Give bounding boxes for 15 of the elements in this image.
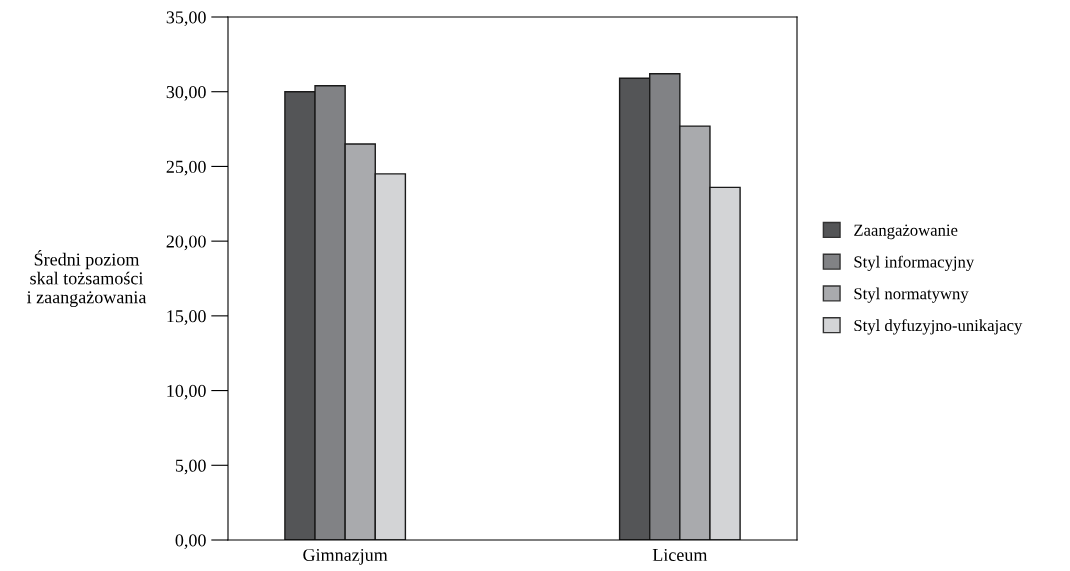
legend-label: Styl informacyjny — [854, 255, 975, 271]
legend-label: Styl dyfuzyjno-unikajacy — [854, 319, 1023, 335]
x-tick-label: Gimnazjum — [303, 548, 388, 565]
y-tick-label: 30,00 — [166, 85, 206, 101]
x-tick-label: Liceum — [652, 548, 708, 562]
y-tick-label: 35,00 — [166, 11, 206, 27]
y-tick-label: 0,00 — [175, 534, 206, 550]
y-tick-label: 25,00 — [166, 160, 206, 176]
legend-label: Zaangażowanie — [854, 224, 958, 240]
y-tick-label: 15,00 — [167, 310, 206, 325]
legend-label: Styl normatywny — [854, 287, 969, 303]
y-axis-title: Średni poziom skal tożsamości i zaangażowania — [26, 249, 147, 308]
y-tick-label: 20,00 — [166, 235, 206, 251]
y-tick-label: 10,00 — [167, 384, 206, 400]
y-tick-label: 5,00 — [175, 459, 206, 475]
